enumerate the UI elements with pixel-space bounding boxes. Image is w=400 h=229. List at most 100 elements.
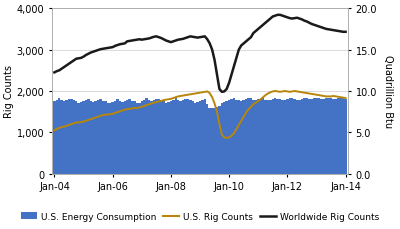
Bar: [199, 101, 201, 174]
Bar: [298, 101, 301, 174]
Bar: [301, 100, 303, 174]
Bar: [53, 102, 56, 174]
Bar: [82, 101, 85, 174]
Bar: [284, 100, 286, 174]
Bar: [75, 101, 78, 174]
Bar: [257, 100, 260, 174]
Bar: [189, 101, 192, 174]
Bar: [192, 101, 194, 174]
Bar: [340, 98, 342, 174]
Bar: [92, 102, 94, 174]
Bar: [308, 100, 310, 174]
Bar: [182, 100, 184, 174]
Bar: [274, 99, 276, 174]
Bar: [320, 99, 322, 174]
Bar: [106, 104, 109, 174]
Bar: [315, 98, 318, 174]
Bar: [318, 99, 320, 174]
Bar: [124, 101, 126, 174]
Bar: [322, 100, 325, 174]
Bar: [267, 101, 269, 174]
Bar: [94, 101, 97, 174]
Bar: [177, 101, 179, 174]
Bar: [87, 100, 90, 174]
Bar: [226, 101, 228, 174]
Bar: [128, 100, 131, 174]
Bar: [153, 100, 155, 174]
Bar: [97, 101, 99, 174]
Bar: [208, 108, 211, 174]
Bar: [233, 99, 235, 174]
Bar: [228, 101, 230, 174]
Bar: [260, 99, 262, 174]
Bar: [294, 100, 296, 174]
Bar: [99, 100, 102, 174]
Bar: [276, 99, 279, 174]
Bar: [73, 101, 75, 174]
Bar: [303, 99, 306, 174]
Bar: [221, 104, 223, 174]
Bar: [119, 101, 121, 174]
Bar: [218, 106, 221, 174]
Bar: [252, 100, 254, 174]
Bar: [63, 101, 65, 174]
Bar: [70, 99, 73, 174]
Bar: [78, 103, 80, 174]
Bar: [160, 101, 162, 174]
Bar: [247, 99, 250, 174]
Bar: [136, 104, 138, 174]
Bar: [158, 99, 160, 174]
Bar: [140, 102, 143, 174]
Bar: [335, 100, 337, 174]
Bar: [116, 100, 119, 174]
Bar: [126, 101, 128, 174]
Bar: [342, 99, 344, 174]
Bar: [68, 100, 70, 174]
Bar: [102, 101, 104, 174]
Bar: [206, 105, 208, 174]
Bar: [288, 99, 291, 174]
Bar: [138, 103, 140, 174]
Bar: [172, 101, 174, 174]
Bar: [211, 109, 213, 174]
Bar: [216, 107, 218, 174]
Bar: [223, 103, 226, 174]
Bar: [269, 100, 272, 174]
Bar: [337, 99, 340, 174]
Bar: [65, 100, 68, 174]
Bar: [330, 99, 332, 174]
Bar: [281, 101, 284, 174]
Bar: [264, 100, 267, 174]
Bar: [272, 99, 274, 174]
Bar: [58, 99, 60, 174]
Bar: [306, 99, 308, 174]
Bar: [313, 99, 315, 174]
Bar: [332, 99, 335, 174]
Bar: [90, 101, 92, 174]
Bar: [242, 101, 245, 174]
Bar: [187, 99, 189, 174]
Bar: [162, 101, 165, 174]
Bar: [325, 99, 327, 174]
Bar: [131, 101, 133, 174]
Bar: [254, 101, 257, 174]
Legend: U.S. Energy Consumption, U.S. Rig Counts, Worldwide Rig Counts: U.S. Energy Consumption, U.S. Rig Counts…: [17, 208, 383, 224]
Bar: [238, 101, 240, 174]
Bar: [327, 98, 330, 174]
Bar: [230, 100, 233, 174]
Bar: [279, 100, 281, 174]
Bar: [291, 99, 294, 174]
Bar: [150, 101, 153, 174]
Bar: [250, 99, 252, 174]
Bar: [204, 100, 206, 174]
Bar: [133, 102, 136, 174]
Bar: [143, 101, 146, 174]
Bar: [240, 101, 242, 174]
Bar: [165, 103, 167, 174]
Bar: [85, 101, 87, 174]
Bar: [194, 103, 196, 174]
Bar: [167, 102, 170, 174]
Bar: [148, 101, 150, 174]
Bar: [56, 101, 58, 174]
Bar: [286, 100, 288, 174]
